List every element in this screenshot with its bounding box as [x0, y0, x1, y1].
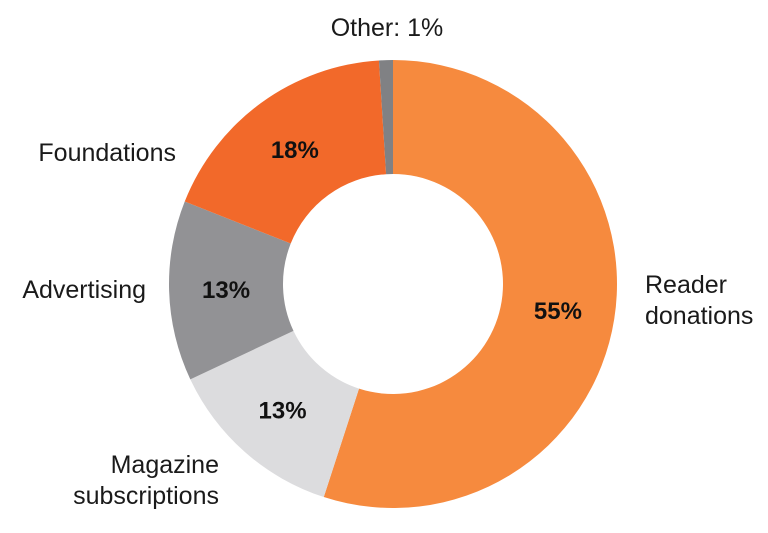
category-label-magazine-subscriptions: Magazine subscriptions [73, 451, 219, 510]
slice-advertising [169, 201, 294, 380]
slice-reader-donations [323, 60, 617, 508]
value-label-advertising: 13% [202, 277, 250, 304]
slice-foundations [184, 60, 387, 244]
category-label-foundations: Foundations [38, 139, 176, 167]
slices-group [169, 60, 617, 508]
value-labels-group: 55% 13% 13% 18% [202, 137, 582, 424]
value-label-reader-donations: 55% [534, 298, 582, 325]
category-label-other: Other: 1% [331, 14, 444, 42]
value-label-foundations: 18% [271, 137, 319, 164]
value-label-magazine-subscriptions: 13% [259, 397, 307, 424]
category-labels-group: Reader donations Magazine subscriptions Adve… [22, 14, 753, 510]
category-label-reader-donations: Reader donations [645, 271, 753, 330]
category-label-advertising: Advertising [22, 276, 146, 304]
slice-other [378, 60, 393, 175]
slice-magazine-subscriptions [190, 330, 360, 498]
